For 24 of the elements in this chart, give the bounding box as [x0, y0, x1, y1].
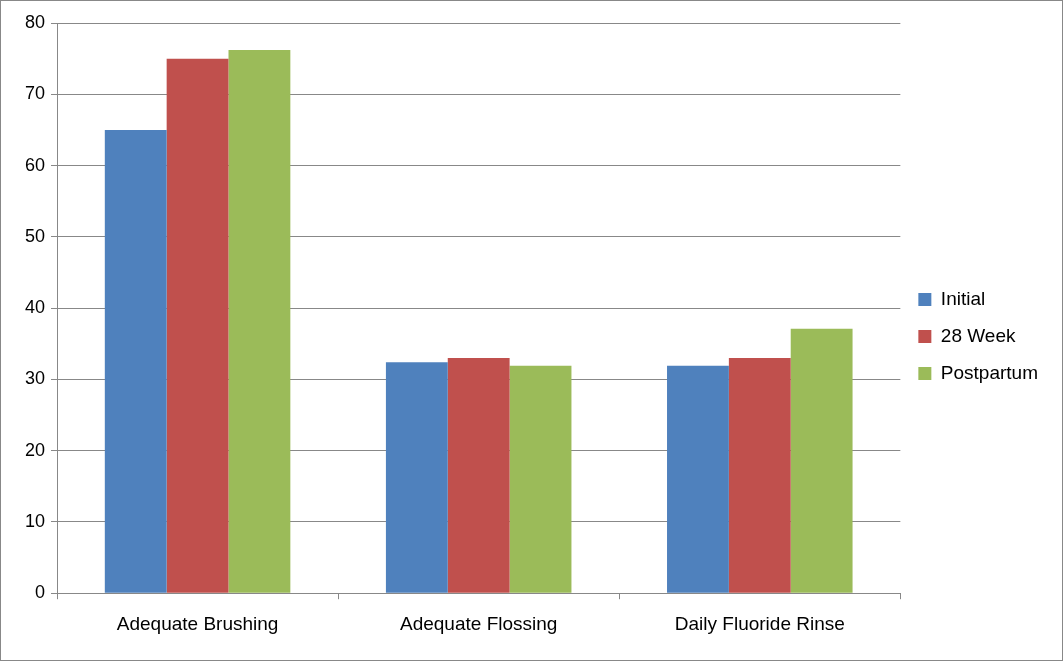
bar — [166, 58, 229, 593]
bar — [104, 129, 167, 593]
y-tick-label: 60 — [24, 154, 46, 175]
x-tick-label: Daily Fluoride Rinse — [674, 612, 845, 634]
y-tick-label: 20 — [24, 439, 46, 460]
y-tick-label: 80 — [24, 11, 46, 32]
bar — [228, 50, 291, 593]
y-tick-label: 40 — [24, 297, 46, 318]
y-tick-label: 10 — [24, 510, 46, 531]
bar — [447, 357, 510, 593]
legend-label: 28 Week — [940, 324, 1016, 346]
bar — [667, 365, 729, 593]
bar — [385, 362, 448, 593]
y-tick-label: 50 — [24, 225, 46, 246]
x-tick-label: Adequate Brushing — [116, 612, 279, 634]
y-tick-label: 70 — [24, 83, 46, 104]
bar — [509, 365, 572, 593]
x-tick-label: Adequate Flossing — [399, 612, 558, 634]
bar — [790, 328, 853, 593]
legend-label: Postpartum — [940, 361, 1038, 383]
bar — [728, 357, 791, 593]
legend-label: Initial — [940, 287, 986, 309]
y-tick-label: 0 — [35, 582, 46, 603]
y-tick-label: 30 — [24, 368, 46, 389]
